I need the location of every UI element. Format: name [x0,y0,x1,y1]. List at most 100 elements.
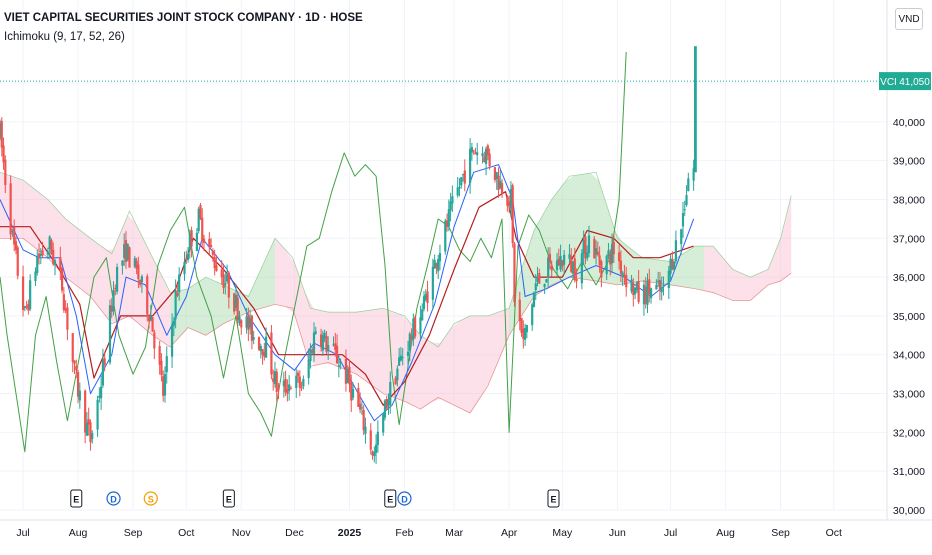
earnings-marker-icon [222,489,235,508]
candle-down [59,257,62,270]
candle-down [190,230,193,247]
candle-down [151,317,154,332]
candle-down [261,349,264,355]
candle-last [694,46,697,173]
candle-up [387,400,390,407]
candle-up [36,256,39,273]
candle-up [545,279,548,283]
candle-up [234,294,238,308]
candle-down [128,247,131,268]
candle-up [657,280,660,282]
symbol-badge-label: VCI [880,77,897,88]
candle-down [284,379,287,393]
candle-down [208,238,211,247]
candle-up [351,389,355,398]
candle-down [211,250,214,255]
x-tick-label: Sep [124,527,143,539]
candle-down [350,382,353,401]
candle-down [474,152,477,155]
currency-button[interactable]: VND [895,8,923,30]
earnings-marker-label: E [387,495,393,505]
candle-up [11,230,14,232]
candle-down [62,294,65,311]
candle-down [538,273,541,284]
candle-down [263,351,266,357]
candle-up [252,337,255,340]
candle-down [319,334,323,348]
candle-up [149,316,152,321]
candle-up [360,407,363,409]
candle-up [273,371,277,384]
candle-up [115,266,119,292]
candle-up [382,413,385,433]
candle-down [84,390,87,433]
candle-up [646,280,649,305]
dividend-marker-label: D [401,495,408,505]
candle-up [399,355,403,361]
candle-down [334,343,337,350]
candle-up [605,255,608,275]
candle-up [309,349,312,362]
candle-up [449,201,452,211]
candle-down [596,251,599,255]
candle-down [508,201,511,206]
candle-up [509,188,513,209]
candle-down [76,372,80,397]
candle-up [481,153,484,157]
candle-up [178,274,181,293]
candle-up [188,233,191,251]
candle-up [461,174,465,176]
candle-up [586,252,589,259]
candle-up [312,332,316,355]
candle-down [25,305,28,308]
candle-up [383,400,387,418]
axes: 31,000 32,000 33,000 34,000 35,000 36,000 37,0… [0,0,932,539]
candle-down [573,258,576,280]
candle-down [619,260,622,274]
candle-up [531,304,534,326]
candle-down [426,291,429,304]
earnings-marker-icon [547,489,560,508]
candle-up [172,321,175,326]
y-tick-label: 39,000 [893,156,925,168]
cloud-bear-region [0,172,171,347]
candle-down [593,238,596,259]
candle-up [100,386,103,399]
candle-down [637,281,640,303]
candle-down [600,261,603,278]
candle-down [250,315,254,341]
last-price-label: 41,050 [899,77,930,88]
candle-up [580,253,583,284]
candle-up [224,283,227,286]
chikou-span-line [0,51,627,453]
candle-down [176,293,179,296]
candle-up [29,280,32,310]
candle-up [78,390,81,401]
last-price-badge [898,72,931,91]
candle-down [257,337,261,350]
candle-down [618,252,621,262]
x-tick-label: Oct [178,527,194,539]
candle-down [13,226,16,245]
candle-down [348,366,351,385]
candle-down [550,265,553,271]
candle-down [671,259,674,270]
candle-up [396,368,399,381]
candle-up [307,359,310,378]
x-tick-label: Feb [395,527,413,539]
candle-up [630,279,633,292]
x-tick-label: May [552,527,573,539]
candle-down [202,238,206,243]
candle-down [247,314,250,330]
candle-up [121,260,124,266]
candle-down [60,267,64,291]
candle-up [673,261,676,270]
candle-up [126,243,129,261]
candle-up [346,368,349,384]
indicator-legend[interactable]: Ichimoku (9, 17, 52, 26) [4,31,125,43]
candle-down [135,260,138,269]
candle-up [412,318,415,340]
x-tick-label: Nov [232,527,251,539]
